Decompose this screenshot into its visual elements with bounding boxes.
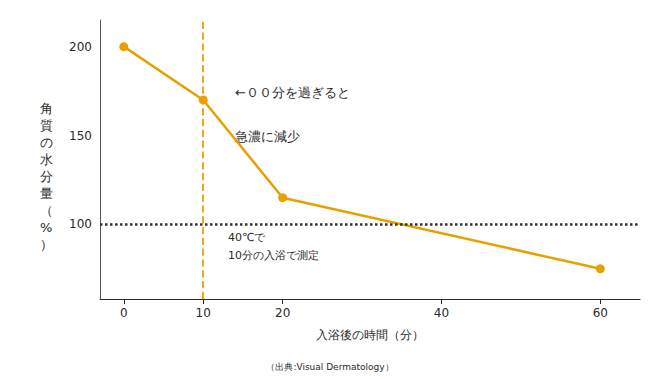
svg-text:150: 150 — [69, 129, 92, 143]
svg-text:水: 水 — [40, 152, 53, 167]
svg-text:40℃で: 40℃で — [228, 231, 266, 244]
svg-text:10分の入浴で測定: 10分の入浴で測定 — [228, 249, 319, 262]
svg-text:分: 分 — [40, 169, 53, 184]
svg-text:200: 200 — [69, 40, 92, 54]
svg-text:の: の — [40, 135, 53, 150]
svg-text:（出典:Visual Dermatology）: （出典:Visual Dermatology） — [266, 362, 393, 372]
svg-text:40: 40 — [434, 306, 449, 320]
svg-text:←００分を過ぎると: ←００分を過ぎると — [235, 85, 350, 100]
svg-text:入浴後の時間（分）: 入浴後の時間（分） — [316, 328, 424, 342]
svg-text:0: 0 — [120, 306, 128, 320]
svg-text:急濃に減少: 急濃に減少 — [234, 129, 300, 144]
svg-text:（: （ — [40, 203, 53, 218]
svg-text:10: 10 — [196, 306, 211, 320]
svg-text:角: 角 — [40, 101, 53, 116]
svg-text:60: 60 — [593, 306, 608, 320]
svg-text:100: 100 — [69, 217, 92, 231]
svg-text:質: 質 — [40, 118, 53, 133]
svg-text:%: % — [40, 220, 52, 235]
svg-text:）: ） — [40, 237, 53, 252]
svg-text:20: 20 — [275, 306, 290, 320]
svg-text:量: 量 — [40, 186, 53, 201]
